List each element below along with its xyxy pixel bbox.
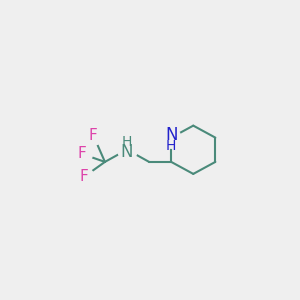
Text: N: N [165, 126, 177, 144]
Text: F: F [80, 169, 88, 184]
Text: N: N [121, 143, 133, 161]
Text: H: H [122, 135, 132, 149]
Text: F: F [77, 146, 86, 161]
Text: F: F [89, 128, 98, 143]
Text: H: H [166, 139, 176, 153]
